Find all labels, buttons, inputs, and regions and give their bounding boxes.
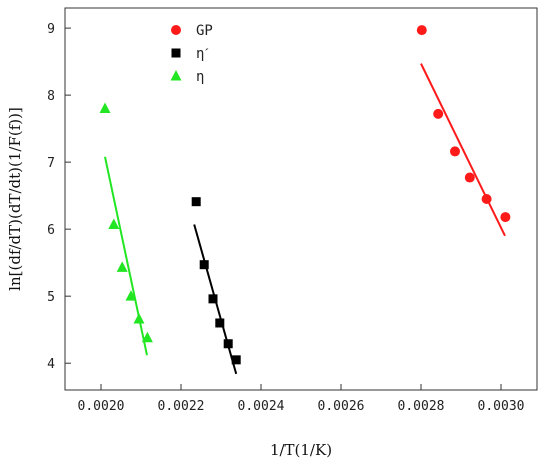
data-point: [99, 102, 111, 114]
data-point: [433, 108, 444, 119]
data-point: [231, 355, 241, 365]
legend-marker: [171, 25, 181, 35]
x-tick-label: 0.0028: [398, 399, 445, 414]
data-point: [464, 172, 475, 183]
y-tick-label: 8: [47, 89, 55, 104]
x-tick-label: 0.0030: [478, 399, 525, 414]
x-tick-label: 0.0024: [238, 399, 285, 414]
data-point: [223, 339, 233, 349]
x-axis-title: 1/T(1/K): [270, 441, 332, 459]
legend-label: GP: [196, 23, 213, 39]
data-point: [416, 25, 427, 36]
data-point: [133, 312, 145, 324]
data-point: [199, 260, 209, 270]
data-point: [215, 318, 225, 328]
legend-marker: [171, 48, 181, 58]
data-point: [125, 290, 137, 301]
data-point: [208, 294, 218, 304]
legend-label: η: [196, 69, 204, 85]
ticks-layer: 0.0020 0.0022 0.0024 0.0026 0.0028 0.0030 4 5 6 7…: [47, 22, 524, 414]
y-tick-label: 9: [47, 22, 55, 37]
legend-marker: [170, 70, 182, 81]
data-point: [481, 194, 492, 204]
x-tick-label: 0.0026: [318, 399, 365, 414]
data-point: [191, 197, 201, 207]
y-tick-label: 4: [47, 357, 55, 372]
legend-label: ηˊ: [196, 46, 209, 62]
legend: GP ηˊ η: [170, 23, 213, 85]
data-point: [500, 212, 511, 223]
fit-lines-layer: [104, 63, 506, 375]
data-point: [450, 146, 460, 157]
fit-line: [104, 156, 148, 356]
y-axis-title: ln[(df/dT)(dT/dt)(1/F(f))]: [6, 107, 24, 291]
points-layer: [99, 25, 511, 365]
fit-line: [420, 63, 506, 237]
y-tick-label: 7: [47, 156, 55, 171]
y-tick-label: 5: [47, 290, 55, 305]
x-tick-label: 0.0020: [78, 399, 125, 414]
plot-frame: [64, 7, 538, 391]
x-tick-label: 0.0022: [158, 399, 205, 414]
y-tick-label: 6: [47, 223, 55, 238]
data-point: [108, 218, 120, 229]
data-point: [116, 261, 128, 272]
data-point: [141, 331, 153, 343]
